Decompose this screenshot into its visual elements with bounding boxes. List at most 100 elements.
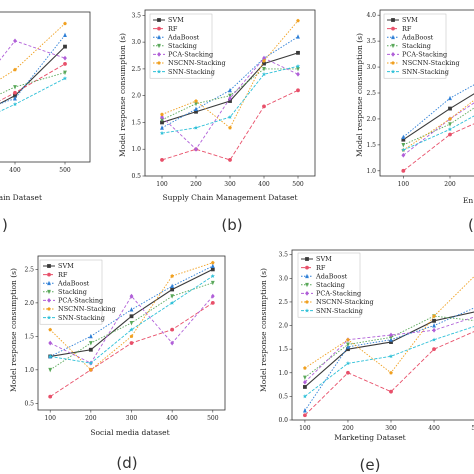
legend-label-snn-stacking: SNN-Stacking [58,314,105,322]
x-tick-label: 100 [299,425,311,432]
x-tick-label: 500 [471,425,474,432]
legend-marker-stacking [305,282,309,288]
chart-panel-d: 100 200 300 400 500 0.5 1.0 1.5 2.0 2.5 SVMRFAdaBo… [9,255,226,472]
y-tick-label: 1.0 [278,370,288,377]
data-point-nscnn-stacking [228,125,232,130]
data-point-svm [194,109,198,114]
legend-label-pca-stacking: PCA-Stacking [316,290,361,298]
data-point-adaboost [210,263,215,268]
data-point-pca-stacking [296,71,300,77]
data-point-snn-stacking [388,353,394,359]
data-point-svm [170,287,175,292]
data-point-stacking [194,101,198,107]
data-point-pca-stacking [432,327,436,333]
legend-marker-pca-stacking [157,52,161,57]
legend-marker-snn-stacking [390,69,396,74]
legend-label-nscnn-stacking: NSCNN-Stacking [402,59,460,67]
legend-marker-svm [47,264,51,268]
data-point-pca-stacking [48,340,53,346]
x-tick-label: 500 [59,167,71,174]
data-point-nscnn-stacking [346,337,350,342]
data-point-stacking [262,67,266,72]
legend-label-nscnn-stacking: NSCNN-Stacking [58,305,116,313]
data-point-snn-stacking [129,327,134,332]
legend-label-svm: SVM [316,255,332,263]
legend-marker-snn-stacking [304,308,310,313]
data-point-nscnn-stacking [63,21,67,26]
data-point-stacking [63,70,67,76]
x-tick-label: 200 [444,181,456,188]
data-point-rf [13,90,17,95]
series-line-pca-stacking [304,316,474,383]
legend-label-svm: SVM [168,16,184,24]
series-line-snn-stacking [304,326,474,397]
y-tick-label: 1.5 [24,333,34,340]
legend-marker-pca-stacking [391,52,395,57]
x-tick-label: 200 [190,181,202,188]
data-point-stacking [129,321,134,326]
data-point-adaboost [303,408,307,413]
y-tick-label: 1.5 [366,142,376,149]
panel-tag-fragment-a: ) [2,216,8,234]
data-point-snn-stacking [88,360,94,365]
data-point-rf [296,88,300,93]
data-point-svm [228,99,232,103]
data-point-rf [389,389,393,394]
y-tick-label: 1.0 [366,168,376,175]
data-point-adaboost [88,333,93,339]
data-point-rf [210,300,215,305]
legend-marker-snn-stacking [156,69,162,74]
data-point-adaboost [13,96,17,101]
legend-label-snn-stacking: SNN-Stacking [316,307,363,315]
y-tick-label: 3.5 [278,252,288,259]
data-point-adaboost [194,106,198,111]
y-tick-label: 3.0 [278,275,288,282]
data-point-snn-stacking [261,71,267,77]
panel-tag-e: (e) [360,456,381,474]
data-point-nscnn-stacking [432,314,436,318]
data-point-snn-stacking [447,127,453,132]
data-point-pca-stacking [63,55,67,61]
x-tick-label: 400 [9,167,21,174]
chart-panel-e: 100 200 300 400 500 0.0 0.5 1.0 1.5 2.0 2.5 3.0 3.5 S… [259,249,474,474]
data-point-nscnn-stacking [13,67,17,72]
legend-label-rf: RF [168,25,178,33]
legend-label-nscnn-stacking: NSCNN-Stacking [316,298,374,306]
data-point-stacking [13,85,17,90]
data-point-svm [296,50,300,55]
data-point-pca-stacking [401,152,406,158]
data-point-svm [129,314,134,319]
data-point-stacking [448,122,452,127]
series-line-svm [0,46,66,105]
y-tick-label: 0.0 [278,417,288,424]
legend-marker-rf [391,26,395,31]
x-tick-label: 400 [428,425,440,432]
data-point-snn-stacking [431,337,437,342]
legend-label-svm: SVM [58,262,74,270]
legend-label-svm: SVM [402,16,418,24]
legend-marker-adaboost [157,34,161,40]
data-point-pca-stacking [194,146,198,152]
y-tick-label: 1.5 [278,346,288,353]
y-axis-label-b: Model response consumption (s) [118,33,127,157]
data-point-snn-stacking [169,300,175,305]
y-tick-label: 3.0 [366,64,376,71]
x-tick-label: 400 [258,181,270,188]
y-tick-label: 1.5 [131,119,141,126]
legend-label-rf: RF [402,25,412,33]
data-point-snn-stacking [159,130,165,136]
data-point-svm [210,267,215,272]
x-tick-label: 200 [342,425,354,432]
data-point-nscnn-stacking [296,18,300,23]
legend-marker-rf [305,265,309,270]
data-point-adaboost [63,32,67,37]
data-point-svm [401,137,406,142]
x-axis-label-c: En [463,196,473,205]
data-point-svm [389,340,393,344]
series-line-rf [403,123,474,172]
data-point-stacking [296,67,300,72]
data-point-adaboost [160,125,164,130]
data-point-nscnn-stacking [129,334,134,338]
x-tick-label: 100 [398,181,410,188]
